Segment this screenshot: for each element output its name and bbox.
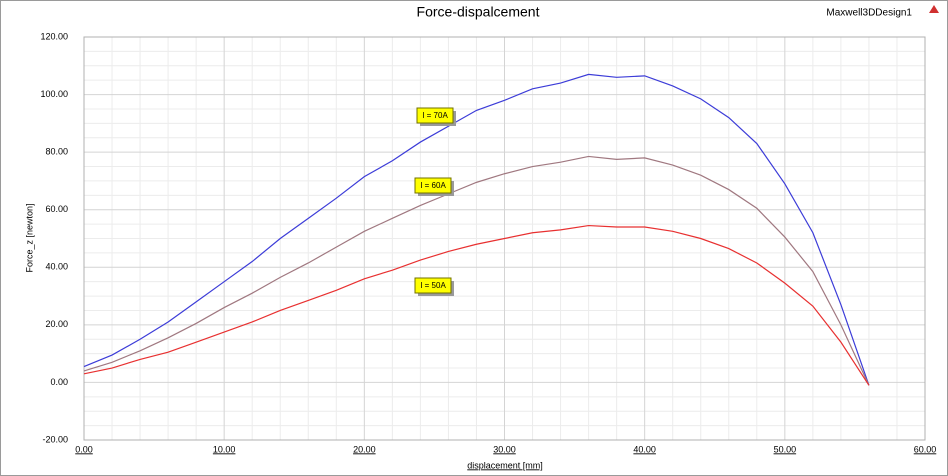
chart-title: Force-dispalcement <box>417 4 540 20</box>
legend-box <box>416 107 454 124</box>
legend-label: I = 50A <box>420 281 446 290</box>
legend-box <box>414 277 452 294</box>
y-axis-label: Force_z [newton] <box>24 203 34 272</box>
y-tick-label: 120.00 <box>40 31 68 41</box>
y-tick-label: 40.00 <box>45 262 68 272</box>
design-marker <box>929 5 939 13</box>
x-tick-label: 30.00 <box>493 444 516 454</box>
y-tick-label: 80.00 <box>45 147 68 157</box>
legend-label: I = 70A <box>422 111 448 120</box>
x-axis-label: displacement [mm] <box>467 460 543 470</box>
series-line <box>83 155 870 386</box>
legend-label: I = 60A <box>420 181 446 190</box>
y-tick-label: 100.00 <box>40 89 68 99</box>
design-name: Maxwell3DDesign1 <box>826 8 912 19</box>
x-tick-label: 20.00 <box>353 444 376 454</box>
y-tick-label: 0.00 <box>50 377 68 387</box>
x-tick-label: 40.00 <box>633 444 656 454</box>
y-tick-label: 60.00 <box>45 204 68 214</box>
x-tick-label: 10.00 <box>213 444 236 454</box>
series-line <box>83 73 870 386</box>
y-tick-label: -20.00 <box>42 434 68 444</box>
legend-box <box>414 177 452 194</box>
series-line <box>83 224 870 386</box>
x-tick-label: 50.00 <box>774 444 797 454</box>
y-tick-label: 20.00 <box>45 319 68 329</box>
x-tick-label: 0.00 <box>75 444 93 454</box>
x-tick-label: 60.00 <box>914 444 937 454</box>
plot-border <box>83 36 926 441</box>
